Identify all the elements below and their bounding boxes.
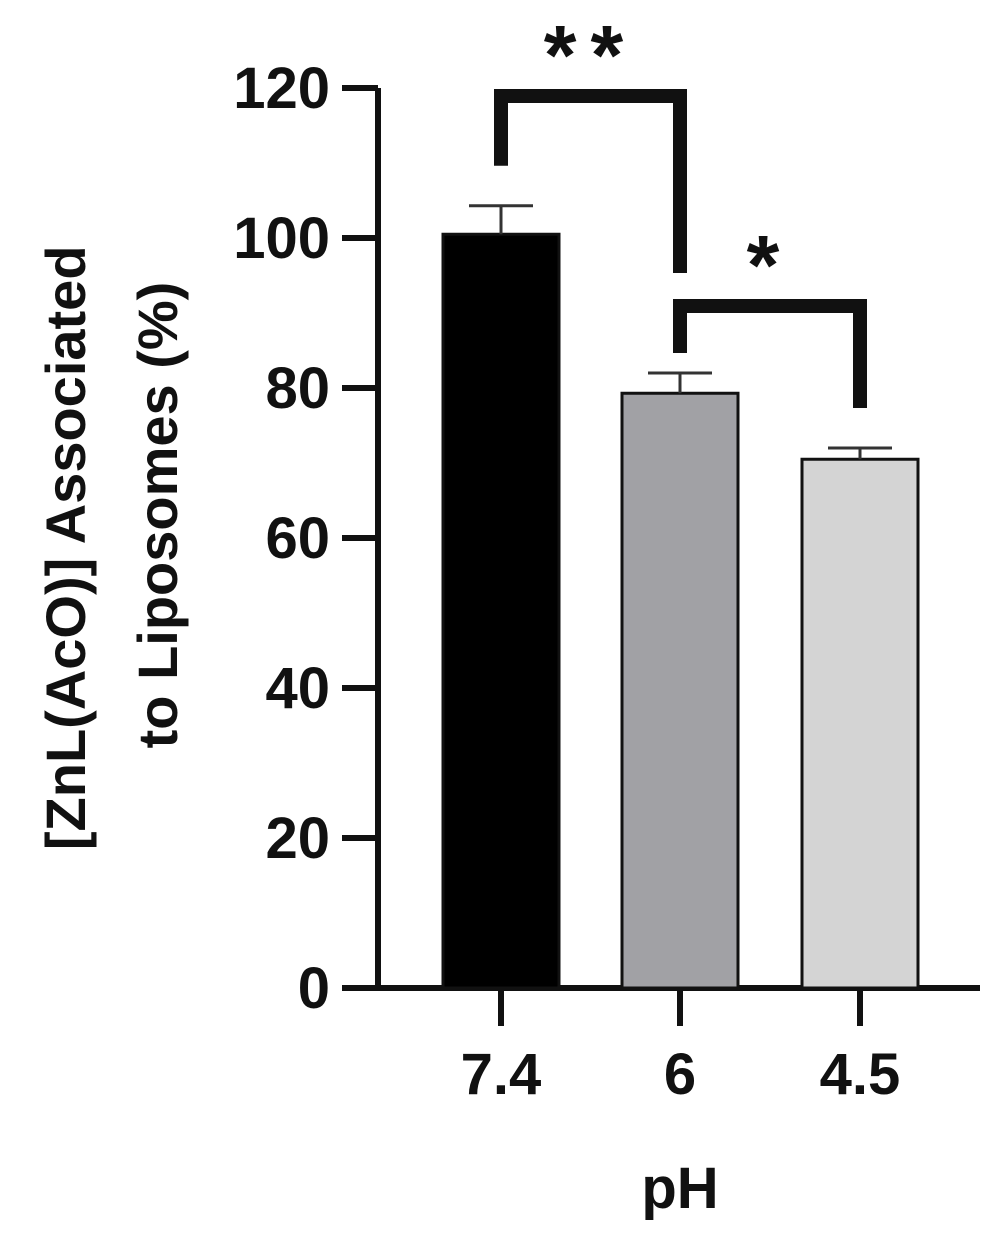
y-axis: 0 20 40 60 80 100 120 — [233, 56, 381, 1021]
y-tick-label: 60 — [265, 506, 330, 571]
error-bars — [469, 204, 892, 460]
y-tick-label: 100 — [233, 206, 330, 271]
y-axis-title-line-2: to Liposomes (%) — [126, 282, 189, 749]
y-tick-label: 40 — [265, 656, 330, 721]
y-tick-label: 80 — [265, 356, 330, 421]
bar-6 — [620, 391, 740, 990]
x-tick-label: 4.5 — [820, 1042, 901, 1107]
significance-label: * — [747, 218, 794, 312]
x-axis-title: pH — [641, 1156, 718, 1221]
bar-7-4 — [441, 232, 561, 990]
y-tick-label: 0 — [298, 956, 330, 1021]
y-tick-label: 20 — [265, 806, 330, 871]
significance-bracket — [673, 299, 867, 408]
bars — [441, 232, 920, 990]
x-tick-label: 6 — [664, 1042, 696, 1107]
x-tick-label: 7.4 — [461, 1042, 542, 1107]
y-tick-label: 120 — [233, 56, 330, 121]
bar-4-5 — [800, 457, 920, 990]
y-axis-title-line-1: [ZnL(AcO)] Associated — [34, 245, 97, 850]
significance-brackets: *** — [494, 8, 867, 408]
y-axis-title: [ZnL(AcO)] Associated to Liposomes (%) — [34, 230, 189, 850]
significance-label: ** — [544, 8, 637, 102]
x-axis: 7.4 6 4.5 — [375, 985, 980, 1107]
significance-bracket — [494, 89, 687, 273]
